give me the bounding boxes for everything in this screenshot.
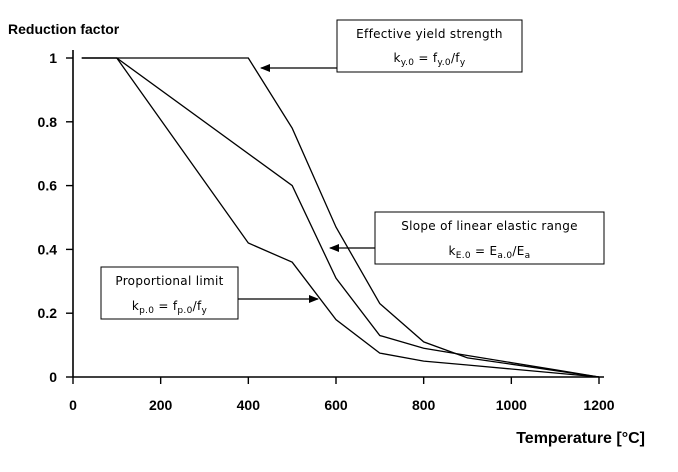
x-tick-label: 800 <box>412 397 436 413</box>
y-axis-title: Reduction factor <box>8 21 120 37</box>
series-line-slope-linear-elastic-range <box>81 57 600 378</box>
y-tick-label: 0.8 <box>38 114 58 130</box>
x-tick-label: 200 <box>149 397 173 413</box>
series-lines <box>81 57 600 378</box>
annotation-slope-linear-elastic-range: Slope of linear elastic range kE.0 = Ea.… <box>329 211 605 265</box>
note-box-proportional-limit <box>100 266 239 320</box>
annotation-proportional-limit: Proportional limit kp.0 = fp.0/fy <box>100 266 319 320</box>
note-title-proportional-limit: Proportional limit <box>115 274 223 288</box>
note-title-effective-yield-strength: Effective yield strength <box>356 27 503 41</box>
note-box-slope-linear-elastic-range <box>374 211 605 265</box>
annotation-effective-yield-strength: Effective yield strength ky.0 = fy.0/fy <box>260 19 523 73</box>
note-formula-effective-yield-strength: ky.0 = fy.0/fy <box>394 51 466 68</box>
x-tick-label: 600 <box>324 397 348 413</box>
y-tick-label: 0.2 <box>38 305 58 321</box>
y-tick-label: 1 <box>49 50 57 66</box>
series-line-effective-yield-strength <box>81 57 600 378</box>
y-tick-label: 0 <box>49 369 57 385</box>
note-formula-slope-linear-elastic-range: kE.0 = Ea.0/Ea <box>449 244 531 261</box>
x-tick-label: 1200 <box>583 397 614 413</box>
x-axis-ticks: 0 200 400 600 800 1000 1200 <box>69 377 615 413</box>
x-tick-label: 0 <box>69 397 77 413</box>
note-title-slope-linear-elastic-range: Slope of linear elastic range <box>401 219 578 233</box>
y-axis-ticks: 0 0.2 0.4 0.6 0.8 1 <box>38 50 73 385</box>
x-tick-label: 400 <box>237 397 261 413</box>
note-box-effective-yield-strength <box>336 19 523 73</box>
x-axis-title: Temperature [°C] <box>516 430 645 447</box>
series-line-proportional-limit <box>81 57 600 378</box>
y-tick-label: 0.6 <box>38 178 58 194</box>
note-formula-proportional-limit: kp.0 = fp.0/fy <box>132 299 208 316</box>
y-tick-label: 0.4 <box>38 241 58 257</box>
x-tick-label: 1000 <box>496 397 527 413</box>
